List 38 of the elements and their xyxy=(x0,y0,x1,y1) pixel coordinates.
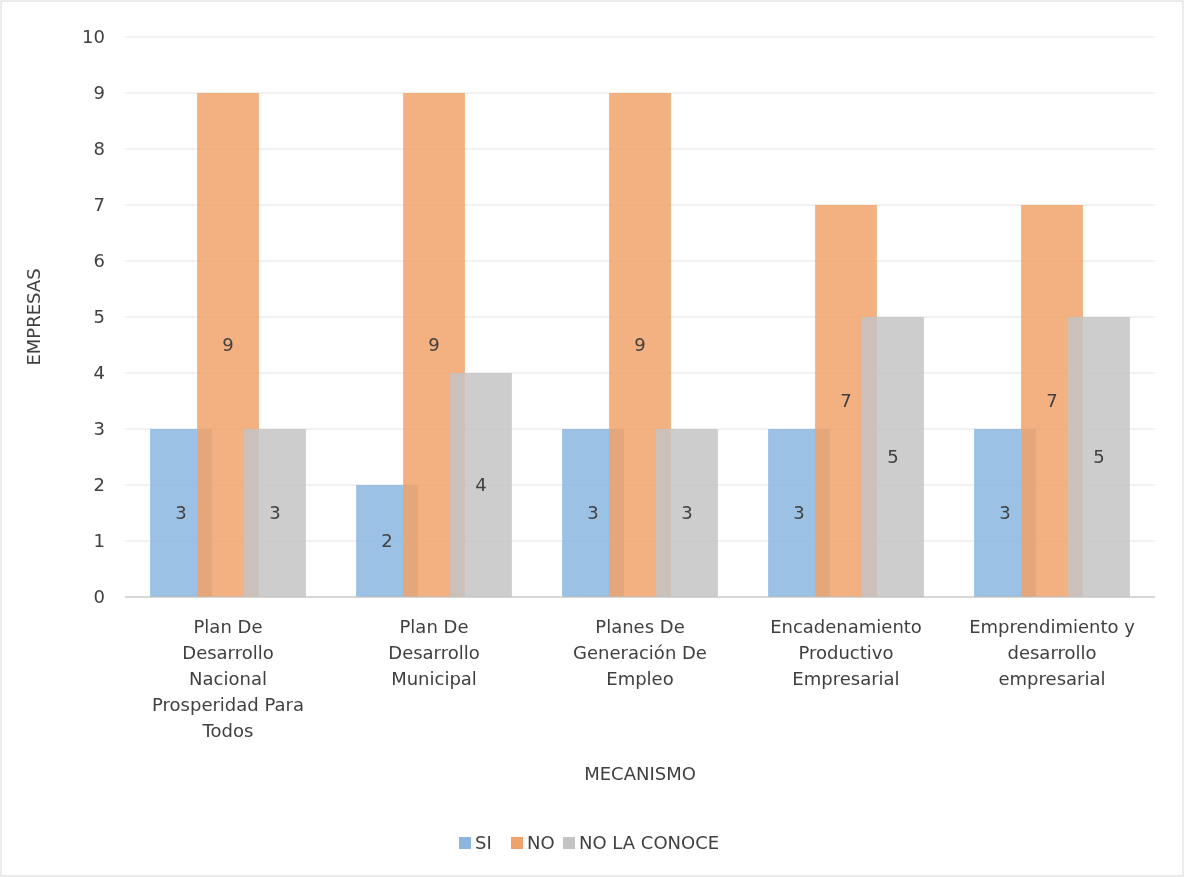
data-label: 5 xyxy=(887,446,899,468)
data-label: 2 xyxy=(381,530,393,552)
data-label: 4 xyxy=(475,474,487,496)
data-label: 3 xyxy=(175,502,187,524)
x-tick-label: Emprendimiento y desarrollo empresarial xyxy=(969,616,1136,689)
y-tick-label: 7 xyxy=(93,194,105,216)
y-axis-title: EMPRESAS xyxy=(23,268,44,366)
bar xyxy=(197,93,259,597)
y-tick-label: 9 xyxy=(93,82,105,104)
x-axis-title: MECANISMO xyxy=(584,763,696,784)
data-label: 9 xyxy=(222,334,234,356)
x-tick-label: Planes De Generación De Empleo xyxy=(573,616,707,689)
y-tick-label: 6 xyxy=(93,250,105,272)
x-tick-label: Plan De Desarrollo Nacional Prosperidad Para Todos xyxy=(152,616,304,741)
data-label: 7 xyxy=(1046,390,1058,412)
legend-label: SI xyxy=(475,832,492,854)
data-label: 3 xyxy=(587,502,599,524)
y-tick-label: 3 xyxy=(93,418,105,440)
y-tick-label: 4 xyxy=(93,362,105,384)
y-tick-label: 2 xyxy=(93,474,105,496)
x-tick-label: Plan De Desarrollo Municipal xyxy=(388,616,480,689)
legend-label: NO LA CONOCE xyxy=(579,832,720,854)
data-label: 3 xyxy=(269,502,281,524)
y-tick-label: 0 xyxy=(93,586,105,608)
y-tick-label: 8 xyxy=(93,138,105,160)
bar xyxy=(609,93,671,597)
data-label: 9 xyxy=(428,334,440,356)
data-label: 3 xyxy=(793,502,805,524)
y-tick-label: 1 xyxy=(93,530,105,552)
data-label: 5 xyxy=(1093,446,1105,468)
x-tick-label: Encadenamiento Productivo Empresarial xyxy=(770,616,922,689)
y-tick-label: 10 xyxy=(82,26,105,48)
y-tick-label: 5 xyxy=(93,306,105,328)
legend-label: NO xyxy=(527,832,555,854)
data-label: 9 xyxy=(634,334,646,356)
data-label: 3 xyxy=(681,502,693,524)
data-label: 3 xyxy=(999,502,1011,524)
data-label: 7 xyxy=(840,390,852,412)
